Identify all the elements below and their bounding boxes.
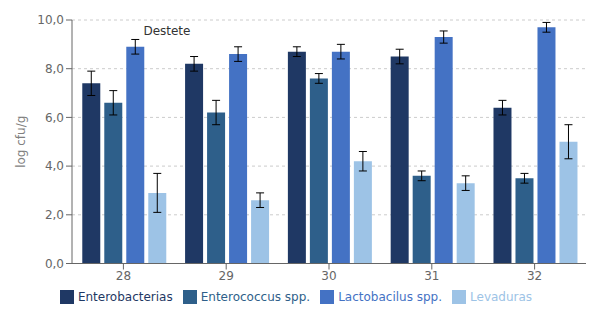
html-text:Enterococcus spp.: Enterococcus spp. [200, 289, 311, 304]
svg-text:10,0: 10,0 [37, 13, 64, 27]
svg-text:0,0: 0,0 [45, 257, 64, 271]
svg-text:29: 29 [219, 269, 234, 283]
html-text:Lactobacilus spp.: Lactobacilus spp. [338, 289, 442, 304]
svg-text:8,0: 8,0 [45, 62, 64, 76]
svg-text:Destete: Destete [143, 24, 190, 38]
html-text:Enterobacterias: Enterobacterias [77, 289, 173, 304]
svg-text:28: 28 [116, 269, 131, 283]
svg-text:31: 31 [424, 269, 439, 283]
svg-text:30: 30 [321, 269, 336, 283]
svg-text:2,0: 2,0 [45, 208, 64, 222]
svg-text:6,0: 6,0 [45, 111, 64, 125]
svg-text:4,0: 4,0 [45, 159, 64, 173]
html-text:Levaduras: Levaduras [470, 289, 533, 304]
svg-text:32: 32 [527, 269, 542, 283]
svg-text:log cfu/g: log cfu/g [14, 116, 28, 168]
